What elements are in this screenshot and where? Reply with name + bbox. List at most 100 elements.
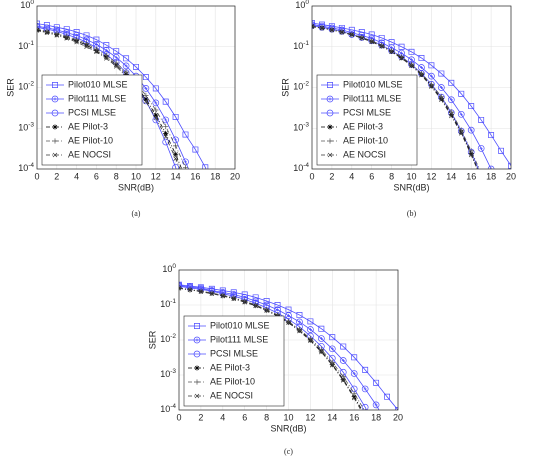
data-point [133, 63, 139, 70]
data-point [373, 379, 380, 386]
x-tick-label: 6 [94, 171, 99, 181]
data-point [312, 22, 316, 29]
legend-box [41, 74, 143, 166]
data-point [172, 164, 179, 169]
data-point [350, 370, 358, 377]
axes-box [311, 5, 512, 170]
x-tick-label: 4 [74, 171, 79, 181]
data-point [359, 34, 365, 40]
legend-marker [51, 95, 59, 103]
chart: 0 2 4 6 8 10 12 14 16 18 2010-410-310-210-1100SNR(… [280, 0, 516, 218]
data-point [54, 33, 60, 38]
data-point [153, 115, 159, 121]
data-point [143, 92, 149, 98]
data-point [173, 151, 179, 157]
data-point [351, 354, 358, 361]
data-point [37, 28, 40, 33]
tick-base: 10 [293, 123, 303, 133]
data-point [363, 416, 367, 420]
data-point [479, 175, 484, 180]
data-point [479, 170, 484, 175]
data-point [361, 403, 369, 410]
x-tick-label: 12 [426, 171, 436, 181]
tick-exponent: -2 [170, 333, 176, 340]
series-line [37, 26, 177, 169]
x-tick-label: 6 [242, 412, 247, 422]
tick-base: 10 [18, 163, 28, 173]
data-point [264, 308, 269, 313]
x-tick-label: 20 [506, 171, 516, 181]
data-point [286, 320, 291, 326]
x-tick-label: 8 [114, 171, 119, 181]
y-tick-label: 10-4 [18, 162, 34, 174]
data-point [209, 291, 215, 296]
data-point [398, 43, 405, 50]
data-point [448, 109, 454, 115]
data-point [467, 148, 475, 156]
data-point [319, 25, 325, 31]
data-point [307, 335, 313, 342]
data-point [173, 156, 178, 161]
data-point [153, 107, 159, 113]
x-tick-label: 2 [329, 171, 334, 181]
data-point [64, 36, 69, 41]
data-point [104, 56, 109, 61]
x-tick-label: 10 [131, 171, 141, 181]
y-tick-label: 100 [295, 0, 309, 10]
data-point [329, 359, 335, 365]
x-tick-label: 0 [34, 171, 39, 181]
legend-marker [51, 109, 59, 117]
tick-base: 10 [20, 0, 30, 10]
series [312, 24, 478, 169]
series-line [312, 25, 480, 169]
caption: (a) [132, 209, 141, 218]
legend-box [183, 315, 285, 407]
data-point [83, 38, 90, 46]
legend-label: AE Pilot-10 [210, 376, 255, 386]
x-tick-label: 6 [369, 171, 374, 181]
data-point [439, 97, 444, 103]
data-point [142, 85, 150, 92]
y-tick-label: 10-4 [160, 403, 176, 415]
data-point [399, 56, 404, 61]
y-tick-label: 100 [162, 263, 176, 275]
data-point [142, 74, 149, 81]
legend-marker [194, 379, 200, 385]
tick-exponent: -1 [303, 39, 309, 46]
legend: Pilot010 MLSE Pilot111 MLSE PCSI MLSE AE Pi… [316, 74, 418, 166]
data-point [73, 32, 80, 39]
data-point [378, 34, 385, 41]
tick-base: 10 [160, 369, 170, 379]
data-point [264, 306, 270, 313]
data-point [498, 147, 504, 154]
data-point [361, 385, 369, 393]
data-point [123, 55, 130, 62]
data-point [319, 349, 324, 355]
data-point [468, 150, 474, 157]
data-point [362, 366, 369, 373]
tick-exponent: -2 [303, 80, 309, 87]
tick-base: 10 [162, 264, 172, 274]
data-point [163, 123, 169, 130]
x-tick-label: 14 [171, 171, 181, 181]
x-tick-label: 16 [466, 171, 476, 181]
legend-label: AE Pilot-10 [343, 135, 388, 145]
data-point [408, 61, 415, 68]
x-tick-label: 0 [309, 171, 314, 181]
data-point [192, 182, 198, 188]
data-point [220, 292, 226, 298]
data-point [478, 172, 484, 178]
data-point [74, 39, 79, 45]
y-axis-label: SER [5, 78, 15, 97]
data-point [418, 64, 425, 71]
data-point [93, 46, 99, 52]
data-point [428, 62, 435, 69]
data-point [297, 328, 302, 334]
y-tick-label: 10-4 [293, 162, 309, 174]
data-point [307, 318, 314, 325]
tick-exponent: -4 [303, 162, 309, 169]
data-point [103, 52, 109, 58]
data-point [319, 25, 325, 31]
x-tick-label: 8 [389, 171, 394, 181]
